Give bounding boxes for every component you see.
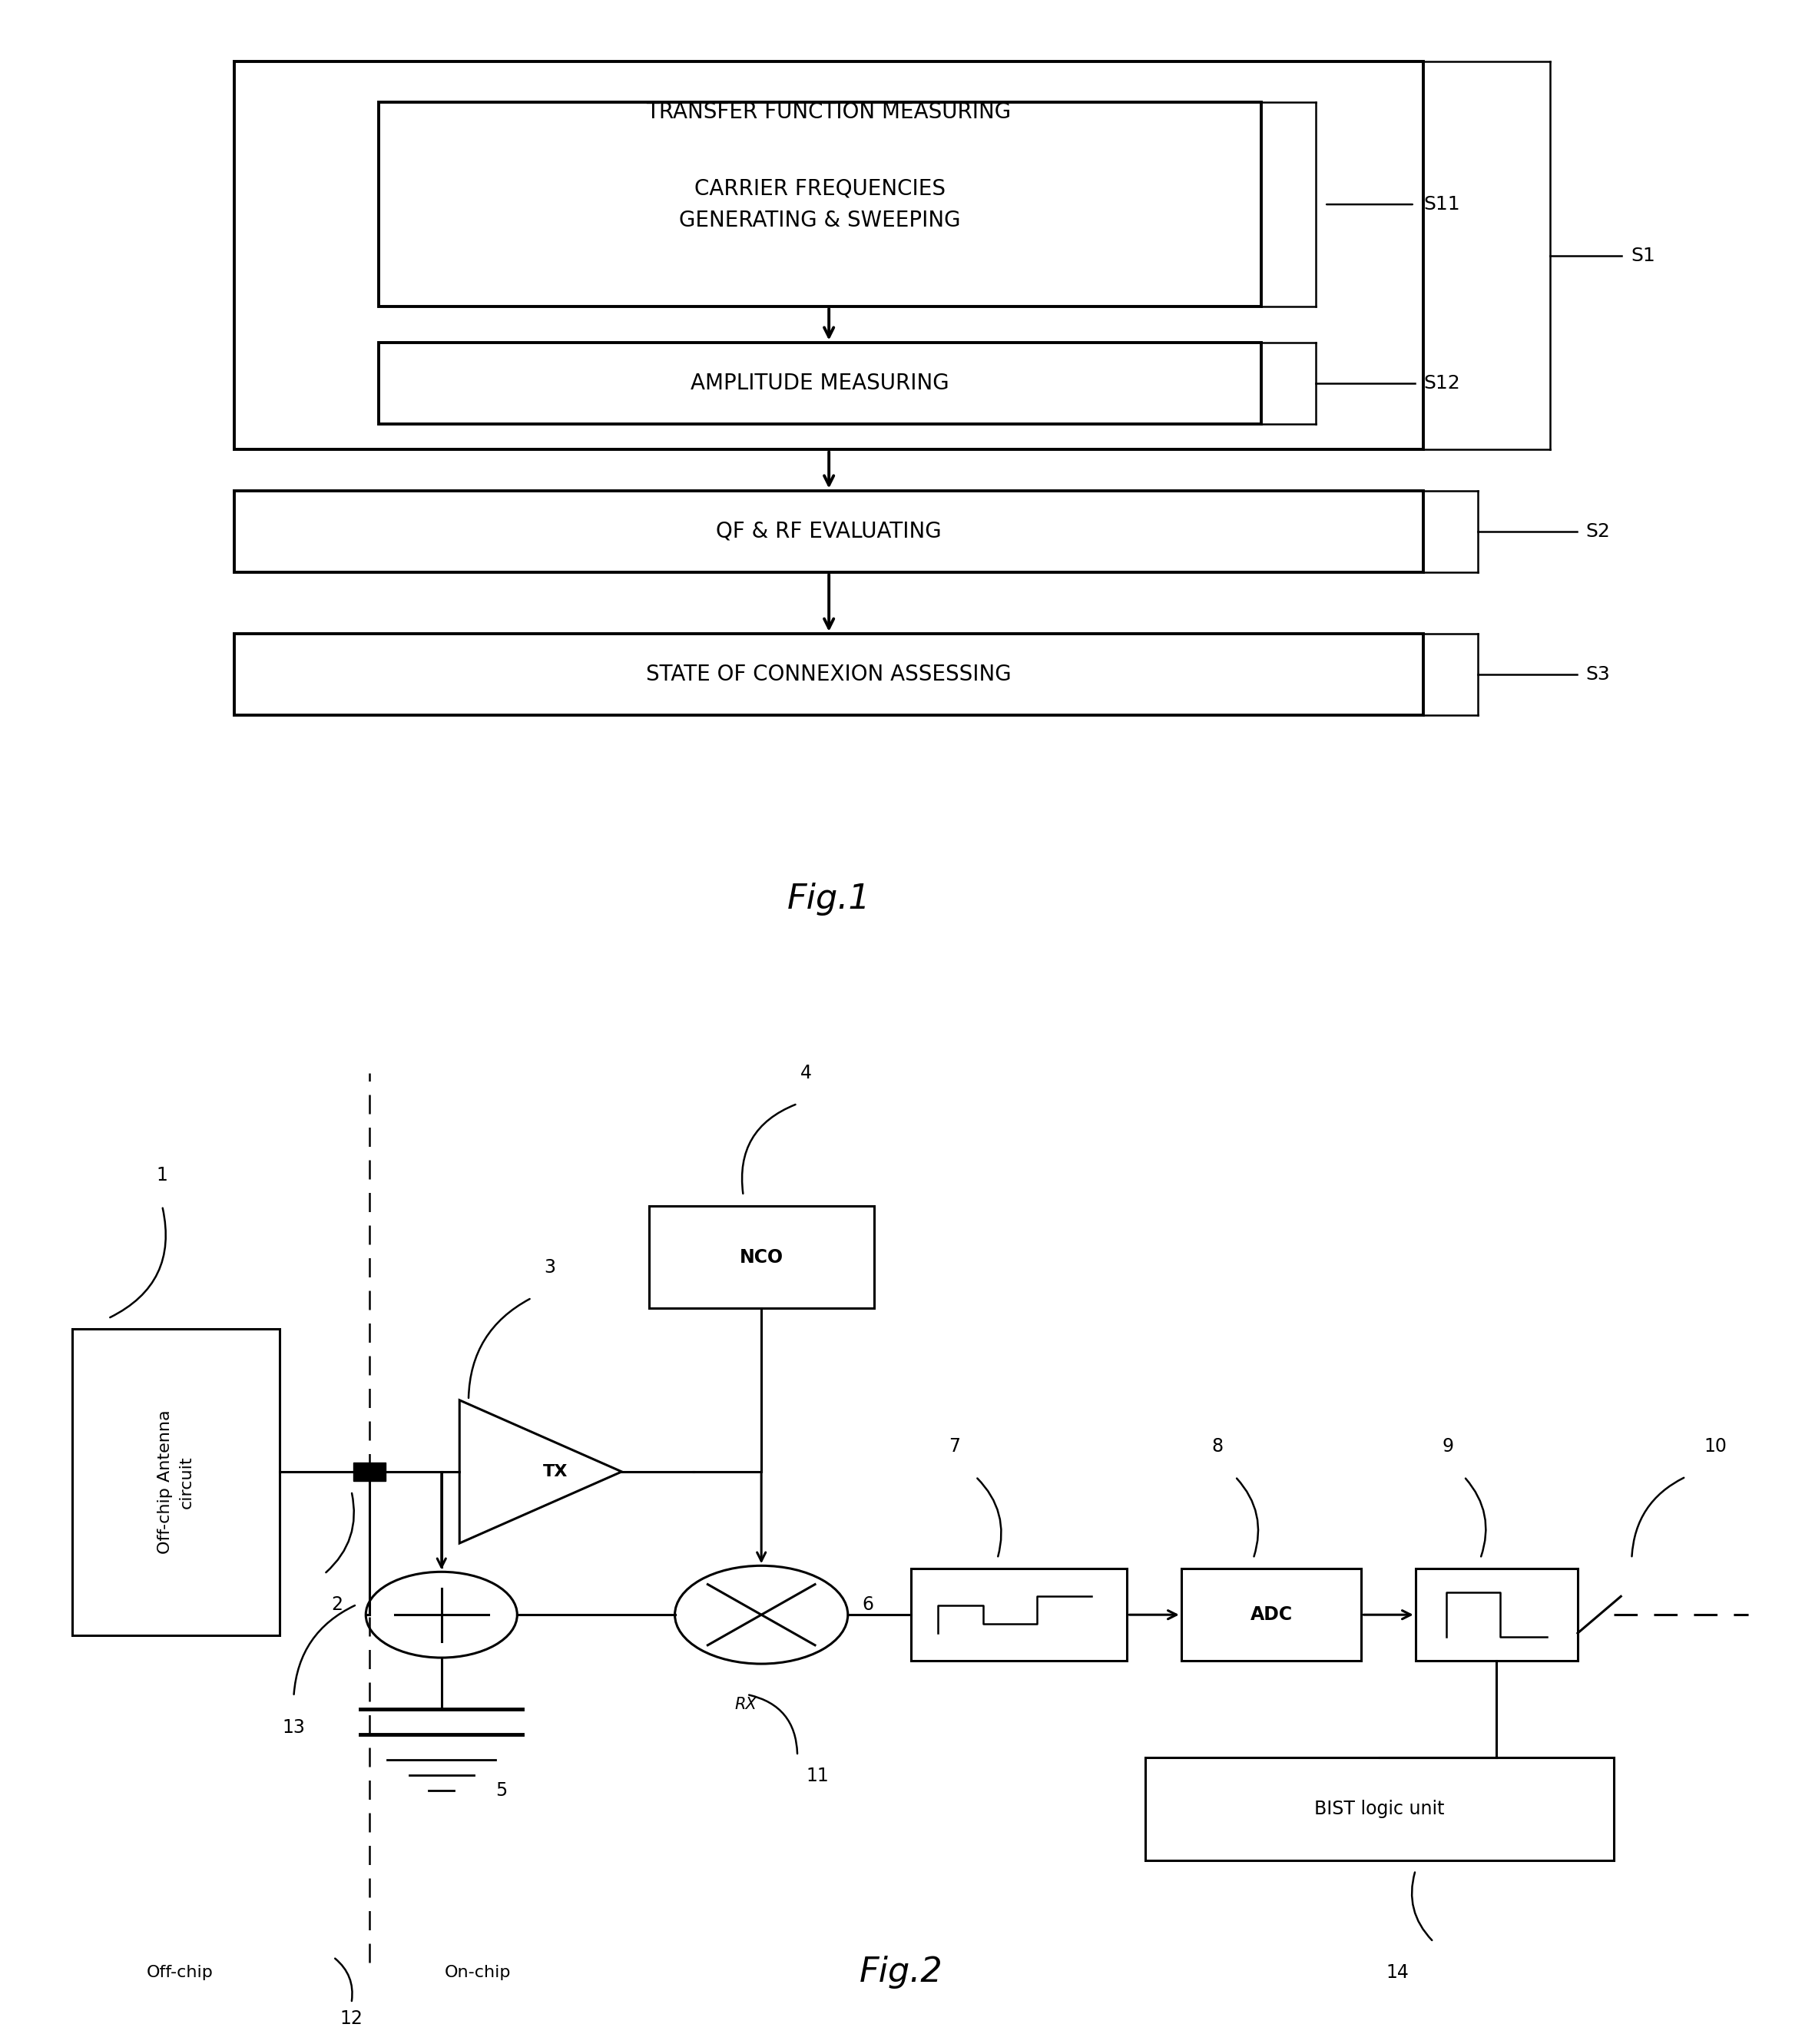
Text: TRANSFER FUNCTION MEASURING: TRANSFER FUNCTION MEASURING [647, 102, 1011, 123]
Text: S1: S1 [1631, 245, 1656, 266]
Text: TX: TX [542, 1464, 568, 1480]
Text: 3: 3 [544, 1257, 555, 1278]
Text: Fig.2: Fig.2 [860, 1956, 942, 1989]
Text: 11: 11 [807, 1766, 829, 1786]
Bar [353, 1464, 386, 1480]
Bar [1182, 1570, 1362, 1660]
Text: RX: RX [735, 1697, 757, 1713]
Text: BIST logic unit: BIST logic unit [1314, 1799, 1445, 1819]
Text: Off-chip: Off-chip [146, 1964, 214, 1981]
Text: AMPLITUDE MEASURING: AMPLITUDE MEASURING [690, 372, 950, 394]
Bar [72, 1329, 279, 1635]
Bar [378, 102, 1261, 307]
Text: 10: 10 [1705, 1437, 1726, 1455]
Text: Fig.1: Fig.1 [787, 883, 870, 916]
Text: 5: 5 [496, 1780, 508, 1801]
Bar [378, 343, 1261, 425]
Bar [649, 1206, 874, 1308]
Text: CARRIER FREQUENCIES
GENERATING & SWEEPING: CARRIER FREQUENCIES GENERATING & SWEEPIN… [679, 178, 960, 231]
Text: S3: S3 [1586, 664, 1611, 685]
Text: 12: 12 [341, 2009, 362, 2028]
Bar [910, 1570, 1128, 1660]
Text: 8: 8 [1211, 1437, 1224, 1455]
Text: 9: 9 [1442, 1437, 1454, 1455]
Text: On-chip: On-chip [445, 1964, 510, 1981]
Text: STATE OF CONNEXION ASSESSING: STATE OF CONNEXION ASSESSING [647, 664, 1011, 685]
Text: 1: 1 [157, 1165, 168, 1186]
Bar [234, 491, 1424, 572]
Text: S2: S2 [1586, 521, 1611, 542]
Text: ADC: ADC [1251, 1605, 1292, 1625]
Bar [234, 61, 1424, 450]
Text: S12: S12 [1424, 374, 1460, 392]
Text: Off-chip Antenna
circuit: Off-chip Antenna circuit [157, 1410, 195, 1553]
Text: 7: 7 [948, 1437, 960, 1455]
Text: 2: 2 [332, 1594, 342, 1615]
Text: 13: 13 [283, 1717, 305, 1737]
Text: QF & RF EVALUATING: QF & RF EVALUATING [715, 521, 942, 542]
Text: NCO: NCO [739, 1247, 784, 1267]
Bar [1416, 1570, 1579, 1660]
Text: 6: 6 [861, 1594, 874, 1615]
Bar [1146, 1758, 1615, 1860]
Text: 4: 4 [800, 1063, 813, 1083]
Bar [234, 634, 1424, 715]
Text: 14: 14 [1386, 1962, 1409, 1983]
Text: S11: S11 [1424, 194, 1460, 215]
